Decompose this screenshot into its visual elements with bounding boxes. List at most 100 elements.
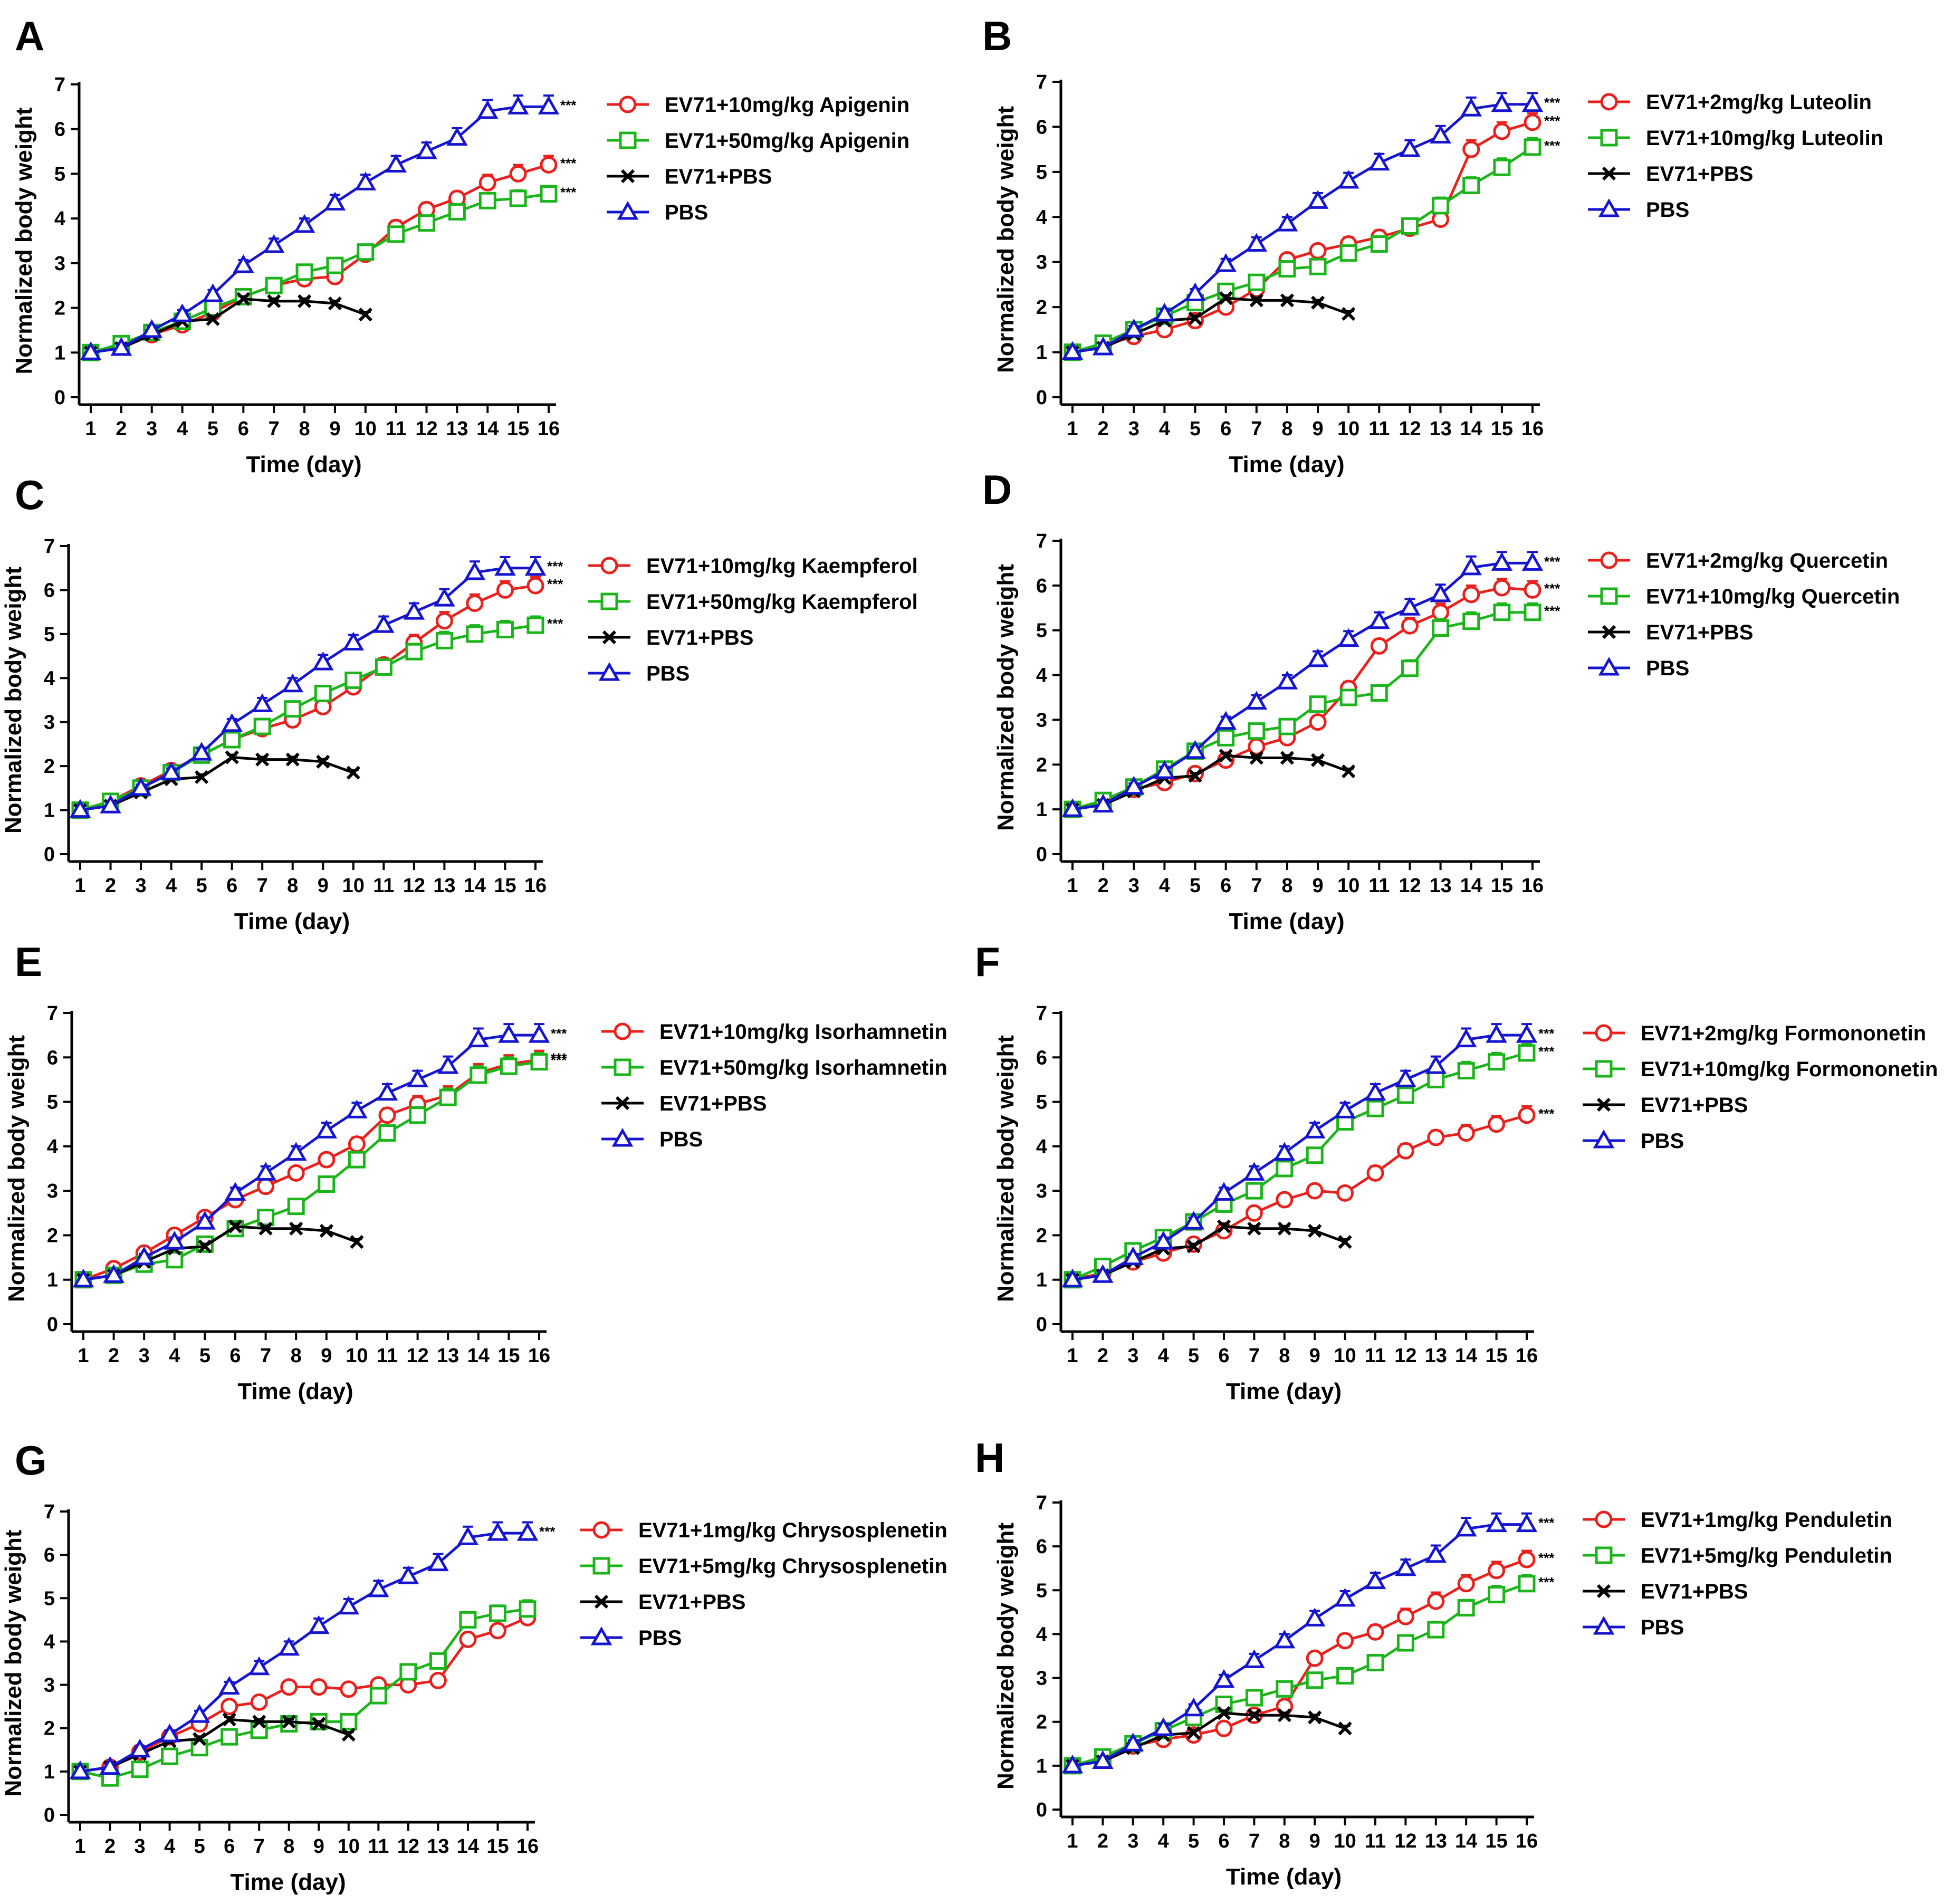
y-tick-label: 0 bbox=[1036, 387, 1047, 409]
legend-label: EV71+50mg/kg Kaempferol bbox=[646, 590, 918, 614]
panel-letter: E bbox=[15, 939, 42, 985]
data-point bbox=[314, 684, 332, 702]
data-point bbox=[1213, 1669, 1235, 1688]
data-point bbox=[1524, 113, 1541, 131]
data-point bbox=[293, 214, 315, 233]
data-point bbox=[1516, 1513, 1538, 1533]
data-point bbox=[435, 632, 453, 649]
y-tick-label: 6 bbox=[1036, 116, 1047, 138]
x-tick-label: 15 bbox=[1491, 418, 1513, 440]
data-point bbox=[1462, 613, 1480, 630]
legend-entry: EV71+50mg/kg Isorhamnetin bbox=[601, 1056, 947, 1079]
series-line bbox=[80, 1532, 528, 1773]
data-point bbox=[405, 643, 423, 661]
legend-symbol bbox=[1595, 1510, 1613, 1528]
data-point bbox=[1401, 659, 1419, 677]
x-tick-label: 9 bbox=[321, 1345, 332, 1367]
data-point bbox=[1401, 617, 1419, 635]
legend-symbol bbox=[600, 592, 618, 610]
x-tick-label: 6 bbox=[238, 418, 249, 440]
legend-label: PBS bbox=[659, 1128, 703, 1151]
y-tick-label: 3 bbox=[47, 1180, 58, 1202]
data-point bbox=[1309, 257, 1327, 275]
data-point bbox=[1247, 1221, 1261, 1236]
legend-entry: EV71+5mg/kg Chrysosplenetin bbox=[580, 1555, 947, 1578]
data-point bbox=[1276, 213, 1298, 232]
x-tick-label: 14 bbox=[1460, 418, 1482, 440]
y-axis-title: Normalized body weight bbox=[1, 567, 26, 834]
data-point bbox=[312, 1717, 326, 1731]
y-tick-label: 1 bbox=[44, 1761, 55, 1783]
data-point bbox=[1154, 302, 1175, 322]
legend-label: EV71+10mg/kg Apigenin bbox=[665, 93, 909, 117]
x-tick-label: 13 bbox=[437, 1345, 459, 1367]
data-point bbox=[1245, 1689, 1263, 1707]
x-tick-label: 16 bbox=[538, 418, 560, 440]
y-axis-title: Normalized body weight bbox=[4, 1035, 30, 1302]
data-point bbox=[252, 1715, 266, 1729]
series-3: *** bbox=[1061, 92, 1560, 360]
legend-label: PBS bbox=[1646, 198, 1689, 222]
data-point bbox=[1122, 1246, 1144, 1266]
data-point bbox=[1337, 169, 1359, 189]
data-point bbox=[103, 1264, 125, 1283]
data-point bbox=[466, 594, 484, 612]
data-point bbox=[130, 777, 152, 796]
x-tick-label: 8 bbox=[291, 1345, 302, 1367]
x-tick-label: 9 bbox=[318, 875, 329, 897]
data-point bbox=[340, 1712, 358, 1730]
x-tick-label: 16 bbox=[1516, 1830, 1538, 1852]
legend-label: EV71+10mg/kg Quercetin bbox=[1646, 585, 1900, 608]
data-point bbox=[1219, 291, 1233, 305]
data-point bbox=[72, 1268, 94, 1288]
legend-entry: EV71+10mg/kg Isorhamnetin bbox=[601, 1020, 947, 1044]
series-line bbox=[90, 298, 366, 354]
data-point bbox=[509, 189, 527, 207]
x-tick-label: 13 bbox=[433, 875, 455, 897]
legend-symbol bbox=[1596, 1097, 1611, 1112]
significance-label: *** bbox=[1538, 1106, 1555, 1122]
data-point bbox=[434, 588, 455, 607]
data-point bbox=[1366, 1623, 1384, 1641]
data-point bbox=[1276, 1160, 1294, 1178]
x-tick-label: 9 bbox=[1312, 418, 1323, 440]
legend-entry: EV71+10mg/kg Apigenin bbox=[607, 93, 909, 117]
data-point bbox=[1154, 760, 1175, 779]
data-point bbox=[308, 1615, 330, 1634]
legend-label: EV71+PBS bbox=[659, 1092, 767, 1115]
data-point bbox=[289, 1221, 303, 1236]
data-point bbox=[278, 1637, 300, 1656]
data-point bbox=[1366, 1653, 1384, 1671]
data-point bbox=[1425, 1055, 1447, 1074]
data-point bbox=[193, 1732, 207, 1746]
significance-label: *** bbox=[1544, 113, 1560, 129]
x-tick-label: 5 bbox=[199, 1345, 210, 1367]
x-tick-label: 14 bbox=[1460, 875, 1482, 897]
data-point bbox=[1370, 684, 1388, 702]
significance-label: *** bbox=[1544, 580, 1560, 596]
x-tick-label: 8 bbox=[1279, 1345, 1290, 1367]
data-point bbox=[397, 1565, 419, 1584]
y-tick-label: 7 bbox=[1036, 71, 1047, 93]
x-tick-label: 8 bbox=[1279, 1830, 1290, 1852]
x-tick-label: 3 bbox=[135, 875, 146, 897]
data-point bbox=[171, 303, 193, 322]
data-point bbox=[1309, 242, 1327, 260]
significance-label: *** bbox=[560, 97, 577, 113]
x-tick-label: 1 bbox=[1067, 1345, 1078, 1367]
x-tick-label: 7 bbox=[1251, 875, 1262, 897]
data-point bbox=[248, 1656, 270, 1676]
series-line bbox=[1072, 1034, 1527, 1281]
x-tick-label: 8 bbox=[287, 875, 298, 897]
x-tick-label: 5 bbox=[194, 1835, 205, 1858]
data-point bbox=[1518, 1044, 1536, 1062]
x-axis-title: Time (day) bbox=[1229, 452, 1344, 477]
data-point bbox=[1427, 1592, 1445, 1610]
data-point bbox=[409, 1106, 427, 1124]
y-axis-title: Normalized body weight bbox=[993, 1523, 1019, 1790]
data-point bbox=[161, 1747, 179, 1765]
data-point bbox=[1334, 1587, 1356, 1607]
data-point bbox=[1276, 1680, 1294, 1698]
legend-symbol bbox=[615, 1096, 630, 1111]
y-tick-label: 6 bbox=[47, 1047, 58, 1069]
